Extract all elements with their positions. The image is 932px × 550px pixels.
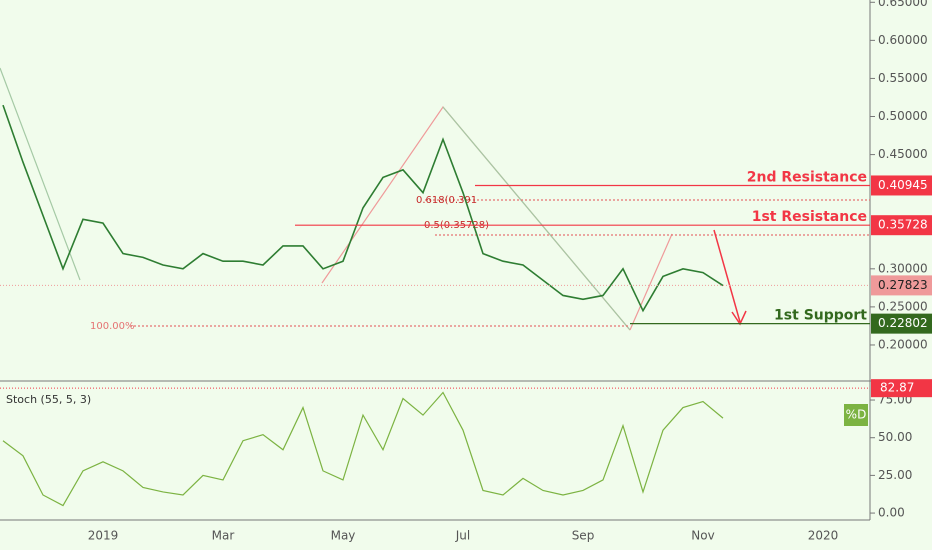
y-tick-label: 0.50000 xyxy=(878,109,928,123)
x-tick-label: Mar xyxy=(212,529,235,543)
drawings xyxy=(0,67,870,331)
trend-arrow xyxy=(442,106,631,331)
y-tick-label: 0.30000 xyxy=(878,261,928,275)
x-tick-label: Sep xyxy=(572,529,595,543)
y-tick-label: 0.25000 xyxy=(878,299,928,313)
level-name: 1st Resistance xyxy=(752,209,867,225)
stoch-badge xyxy=(871,379,932,398)
price-badge-label: 0.22802 xyxy=(878,316,928,330)
y-tick-label: 0.60000 xyxy=(878,33,928,47)
y-tick-label: 50.00 xyxy=(878,430,912,444)
legend-box xyxy=(844,404,868,426)
y-tick-label: 0.00 xyxy=(878,506,905,520)
level-name: 2nd Resistance xyxy=(747,169,867,185)
series-line xyxy=(2,104,724,313)
indicator-title: Stoch (55, 5, 3) xyxy=(6,393,91,406)
fib-label: 0.618(0.391 xyxy=(416,195,477,206)
x-tick-label: Jul xyxy=(455,529,470,543)
stoch-badge-label: 82.87 xyxy=(880,381,914,395)
price-badge-label: 0.40945 xyxy=(878,178,928,192)
level-name: 1st Support xyxy=(774,308,867,324)
y-tick-label: 0.65000 xyxy=(878,0,928,9)
fib-label: 100.00% xyxy=(90,321,135,332)
series-line xyxy=(2,391,724,507)
y-tick-label: 0.45000 xyxy=(878,147,928,161)
price-badge xyxy=(871,175,932,196)
price-badge-label: 0.35728 xyxy=(878,218,928,232)
price-badge-label: 0.27823 xyxy=(878,278,928,292)
x-tick-label: 2019 xyxy=(88,529,119,543)
y-tick-label: 0.55000 xyxy=(878,71,928,85)
y-tick-label: 0.20000 xyxy=(878,337,928,351)
price-badge xyxy=(871,275,932,296)
trend-arrow xyxy=(0,67,81,281)
y-tick-label: 25.00 xyxy=(878,468,912,482)
price-badge xyxy=(871,313,932,334)
price-badge xyxy=(871,215,932,236)
x-tick-label: 2020 xyxy=(808,529,839,543)
trend-arrow xyxy=(629,233,673,331)
forecast-arrow xyxy=(713,229,741,323)
x-tick-label: Nov xyxy=(691,529,714,543)
legend-label: %D xyxy=(846,408,867,422)
x-tick-label: May xyxy=(331,529,356,543)
